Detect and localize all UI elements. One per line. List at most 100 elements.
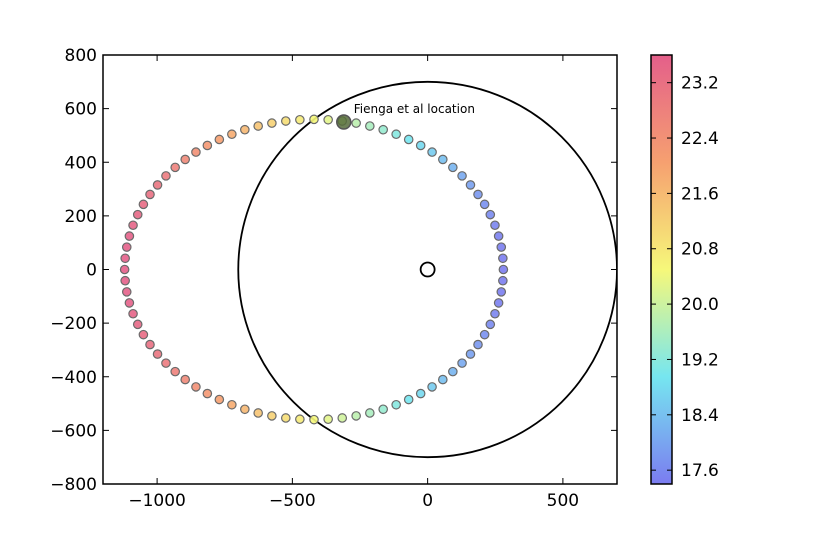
orbit-point	[145, 189, 155, 200]
orbit-point	[267, 118, 277, 128]
orbit-point	[124, 231, 135, 241]
orbit-point	[378, 404, 388, 415]
orbit-point	[323, 414, 333, 425]
y-tick-label: −800	[50, 475, 97, 495]
orbit-point	[391, 399, 401, 410]
orbit-point	[128, 220, 138, 231]
orbit-point	[403, 394, 414, 405]
orbit-point	[180, 154, 191, 165]
colorbar-tick-label: 21.6	[681, 184, 719, 204]
orbit-point	[170, 366, 180, 377]
orbit-point	[378, 124, 388, 135]
orbit-point	[240, 404, 250, 415]
orbit-point	[493, 298, 504, 308]
center-marker	[419, 261, 436, 278]
orbit-point	[473, 189, 483, 200]
orbit-point	[323, 114, 333, 125]
orbit-point	[490, 220, 500, 231]
orbit-point	[128, 308, 138, 319]
orbit-point	[415, 388, 426, 399]
orbit-point	[498, 275, 508, 286]
x-tick-label: 0	[422, 491, 433, 511]
orbit-point	[161, 358, 171, 368]
orbit-point	[280, 413, 291, 423]
orbit-point	[227, 399, 237, 410]
orbit-point	[152, 349, 163, 359]
orbit-point	[415, 140, 426, 151]
orbit-point	[191, 147, 201, 157]
highlight-point	[336, 114, 352, 130]
orbit-point	[496, 242, 507, 252]
orbit-point	[465, 180, 476, 190]
reference-circle	[237, 80, 617, 459]
orbit-point	[120, 253, 130, 264]
orbit-point	[493, 231, 504, 241]
orbit-point	[309, 114, 319, 125]
orbit-point	[170, 162, 180, 173]
orbit-point	[121, 242, 132, 252]
x-axis: −1000 −500 0 500	[128, 55, 579, 511]
orbit-point	[202, 140, 213, 151]
plot-area: Fienga et al location	[102, 54, 618, 485]
orbit-point	[479, 199, 490, 210]
orbit-point	[267, 411, 277, 421]
colorbar-fill	[651, 55, 672, 484]
orbit-point	[438, 154, 448, 165]
y-tick-label: 200	[65, 207, 97, 227]
orbit-point	[191, 382, 201, 392]
orbit-point	[145, 339, 155, 350]
orbit-point	[202, 388, 213, 399]
orbit-point	[180, 374, 191, 385]
orbit-point	[124, 298, 135, 308]
colorbar-tick-label: 20.8	[681, 240, 719, 260]
y-axis: −800 −600 −400 −200 0 200 400 600 800	[50, 46, 617, 495]
y-tick-label: 400	[65, 153, 97, 173]
colorbar-frame	[650, 54, 673, 485]
orbit-point	[132, 319, 143, 330]
orbit-point	[138, 199, 149, 210]
y-tick-label: 600	[65, 100, 97, 120]
orbit-point	[391, 129, 401, 140]
orbit-point	[214, 134, 225, 145]
orbit-point	[479, 329, 490, 340]
orbit-point	[337, 413, 348, 423]
orbit-point	[485, 319, 496, 330]
orbit-point	[253, 408, 263, 418]
y-tick-label: −400	[50, 368, 97, 388]
orbit-point	[457, 358, 467, 368]
orbit-point	[498, 253, 508, 264]
orbit-point	[427, 147, 437, 157]
y-tick-label: 0	[86, 261, 97, 281]
orbit-point	[227, 129, 237, 140]
orbit-point	[152, 180, 163, 190]
orbit-point	[438, 374, 448, 385]
orbit-point	[121, 287, 132, 297]
x-tick-label: −500	[269, 491, 316, 511]
orbit-point	[490, 308, 500, 319]
colorbar-tick-label: 23.2	[681, 74, 719, 94]
orbit-point	[448, 366, 458, 377]
orbit-points	[119, 114, 509, 425]
plot-content: Fienga et al location	[119, 80, 617, 459]
orbit-point	[309, 414, 319, 425]
orbit-point	[138, 329, 149, 340]
orbit-point	[427, 382, 437, 392]
orbit-point	[457, 171, 467, 181]
orbit-point	[473, 339, 483, 350]
orbit-point	[496, 287, 507, 297]
orbit-point	[403, 134, 414, 145]
orbit-point	[351, 118, 361, 128]
orbit-point	[295, 114, 305, 125]
orbit-point	[485, 209, 496, 220]
orbit-point	[498, 264, 509, 275]
orbit-point	[448, 162, 458, 173]
orbit-point	[351, 411, 361, 421]
x-tick-label: −1000	[128, 491, 186, 511]
orbit-point	[295, 414, 305, 425]
orbit-point	[280, 116, 291, 126]
orbit-point	[120, 275, 130, 286]
orbit-point	[119, 264, 130, 275]
colorbar-tick-label: 18.4	[681, 406, 719, 426]
orbit-point	[132, 209, 143, 220]
